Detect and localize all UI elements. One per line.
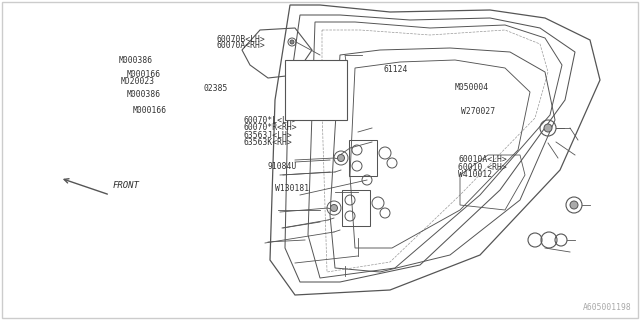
Text: 91084U: 91084U (268, 162, 297, 171)
Text: 63563J<LH>: 63563J<LH> (243, 131, 292, 140)
Text: 60010A<LH>: 60010A<LH> (458, 155, 507, 164)
Circle shape (544, 124, 552, 132)
Text: 60070*L<LH>: 60070*L<LH> (243, 116, 297, 125)
Circle shape (570, 201, 578, 209)
Text: 60010 <RH>: 60010 <RH> (458, 163, 507, 172)
Circle shape (337, 155, 344, 162)
Text: A605001198: A605001198 (583, 303, 632, 312)
Text: FRONT: FRONT (113, 180, 140, 189)
FancyBboxPatch shape (285, 60, 347, 120)
Circle shape (330, 204, 337, 212)
Text: W410012: W410012 (458, 170, 492, 179)
Text: W270027: W270027 (461, 107, 495, 116)
Text: M000166: M000166 (133, 106, 167, 115)
Text: 63563K<RH>: 63563K<RH> (243, 138, 292, 147)
Text: 60070*R<RH>: 60070*R<RH> (243, 123, 297, 132)
Text: M000166: M000166 (127, 70, 161, 79)
Text: W130181: W130181 (275, 184, 309, 193)
Text: 61124: 61124 (384, 65, 408, 74)
Text: M050004: M050004 (454, 83, 488, 92)
Circle shape (290, 40, 294, 44)
Text: 02385: 02385 (204, 84, 228, 93)
Text: M000386: M000386 (118, 56, 152, 65)
Text: 60070B<LH>: 60070B<LH> (216, 35, 265, 44)
Text: 60070A<RH>: 60070A<RH> (216, 41, 265, 50)
Text: MD20023: MD20023 (120, 77, 154, 86)
Text: M000386: M000386 (127, 90, 161, 99)
